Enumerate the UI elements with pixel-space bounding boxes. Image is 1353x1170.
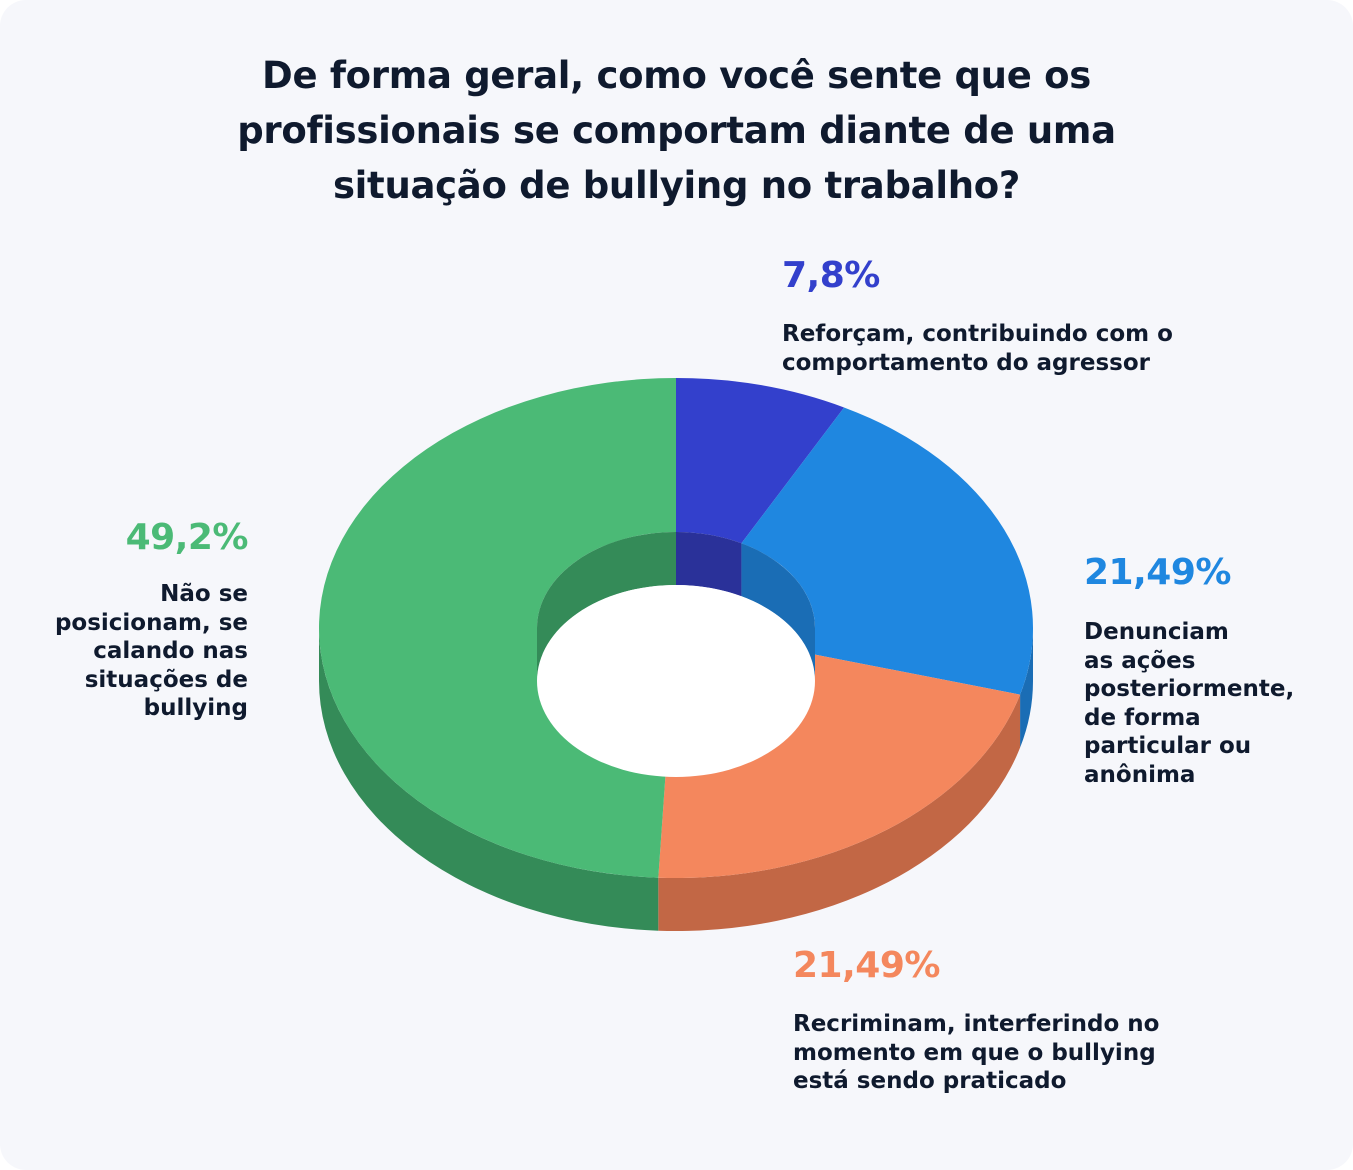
label-line: Denunciam [1084,619,1229,645]
slice-category-label: Reforçam, contribuindo com o comportamen… [782,320,1173,377]
donut-slice [676,378,845,544]
label-line: de forma [1084,704,1201,731]
slice-value-label: 49,2% [125,517,249,558]
slice-value-label: 21,49% [793,945,940,986]
slice-category-label: Não se posicionam, se calando nas situaç… [55,580,248,723]
label-line: está sendo praticado [793,1068,1067,1094]
label-line: Recriminam, interferindo no [793,1011,1160,1037]
chart-title: De forma geral, como você sente que os p… [60,48,1293,213]
title-line: situação de bullying no trabalho? [332,164,1021,207]
label-line: momento em que o bullying [793,1039,1156,1066]
slice-inner-wall [676,532,742,597]
slice-inner-wall [741,543,815,681]
slice-category-label: Denunciam as ações posteriormente, de fo… [1084,618,1294,789]
donut-hole [537,585,815,777]
label-line: Reforçam, contribuindo com o [782,321,1173,347]
label-line: posicionam, se [54,609,248,636]
slice-inner-wall [537,532,676,681]
slice-value-label: 7,8% [782,255,880,296]
slice-value-label: 21,49% [1084,552,1231,593]
label-line: particular ou [1084,733,1252,759]
label-line: bullying [143,695,248,721]
slice-outer-wall [1020,628,1033,748]
slice-outer-wall [319,628,659,931]
donut-slice [741,407,1034,695]
label-line: Não se [160,581,248,607]
slice-outer-wall [658,694,1021,931]
title-line: profissionais se comportam diante de uma [237,109,1116,152]
label-line: as ações [1084,647,1196,674]
label-line: posteriormente, [1084,676,1295,702]
label-line: comportamento do agressor [782,349,1150,376]
label-line: anônima [1084,761,1196,788]
slice-category-label: Recriminam, interferindo no momento em q… [793,1010,1159,1096]
label-line: situações de [84,666,248,693]
label-line: calando nas [93,638,248,664]
title-line: De forma geral, como você sente que os [262,54,1091,97]
donut-slice [658,653,1021,878]
